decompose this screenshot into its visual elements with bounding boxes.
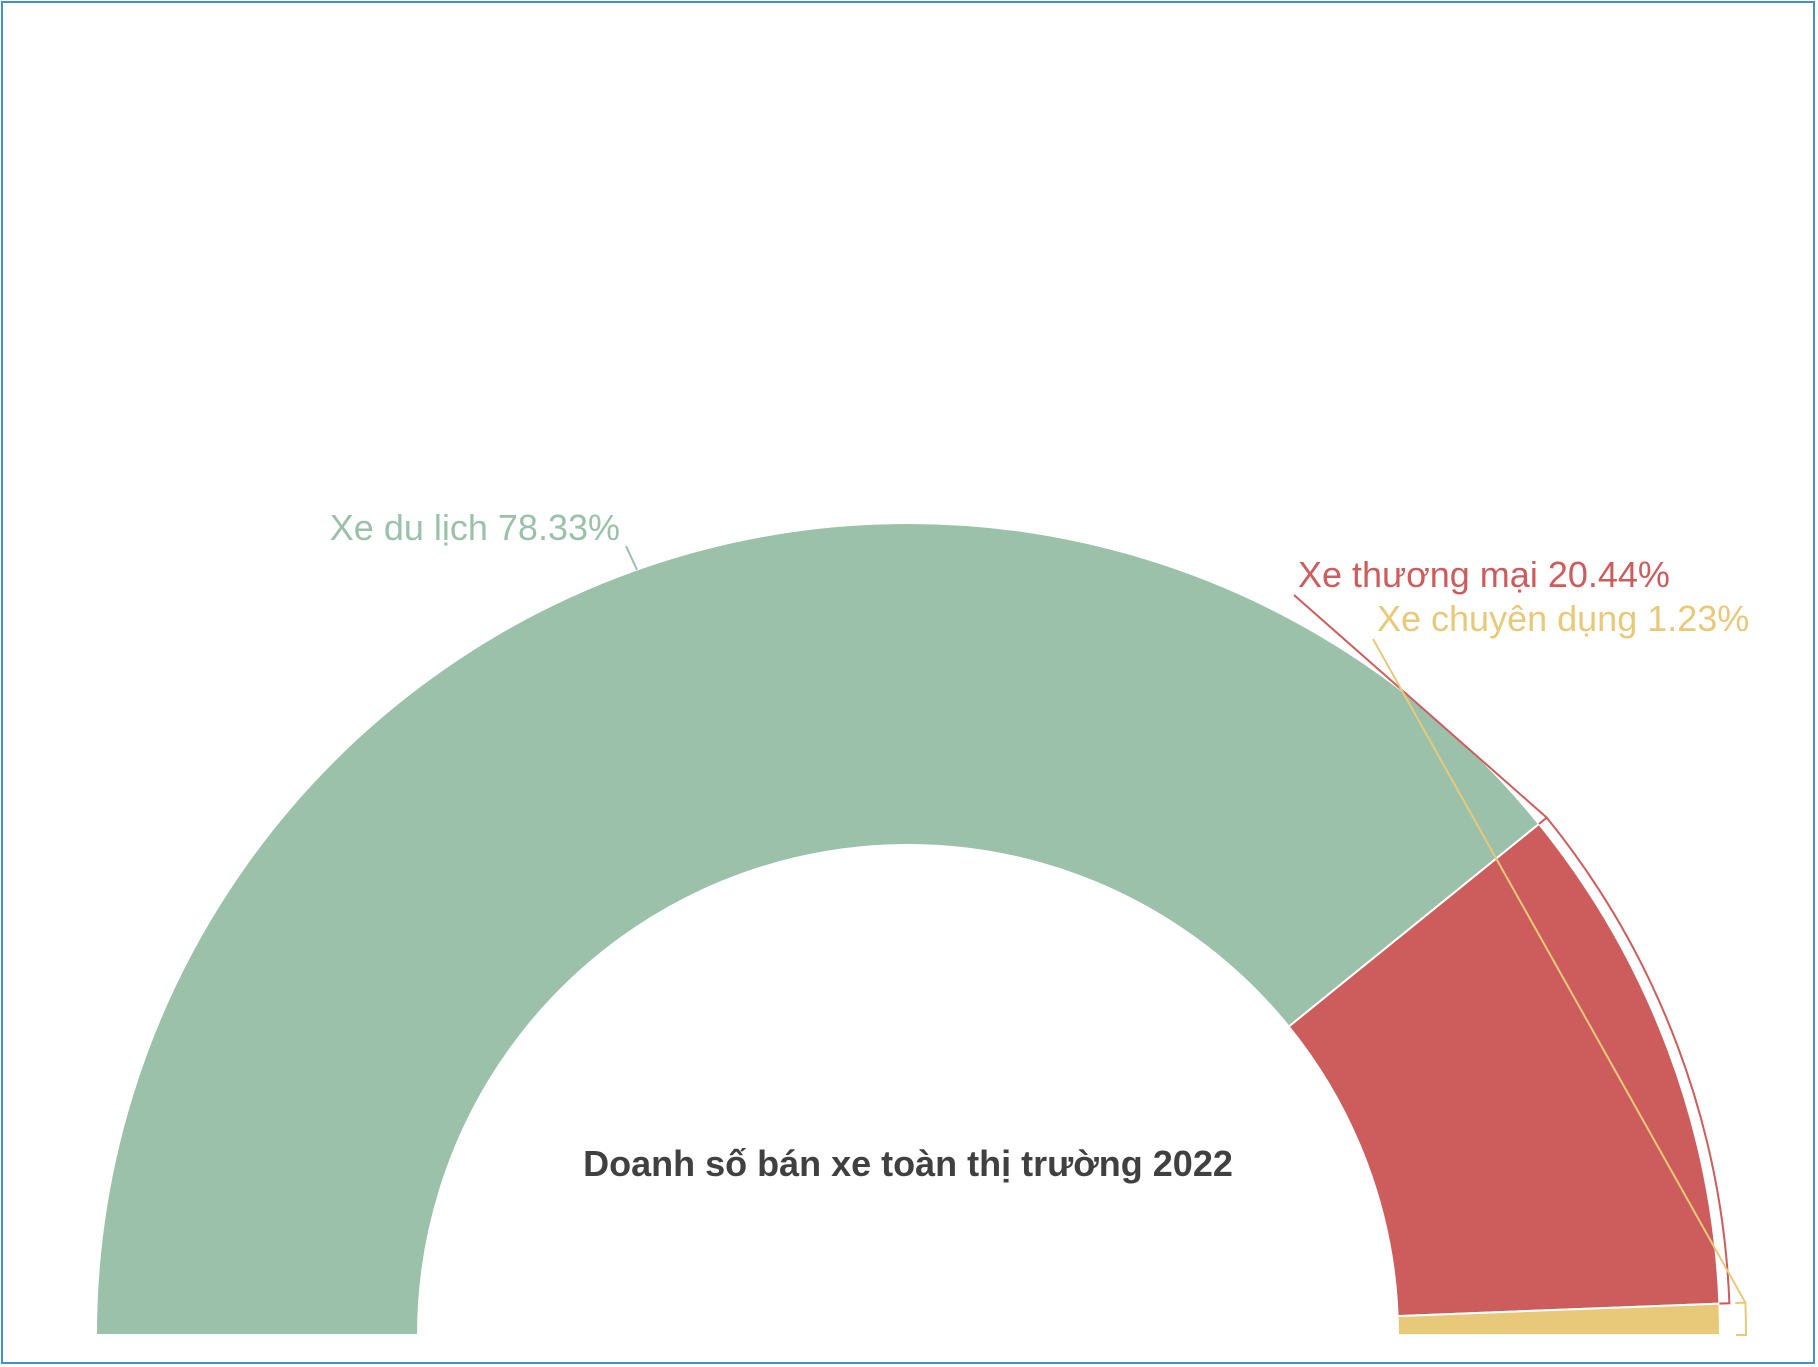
slice-1 xyxy=(94,522,1541,1336)
connector-3 xyxy=(1372,638,1747,1304)
chart-title: Doanh số bán xe toàn thị trường 2022 xyxy=(583,1143,1233,1184)
slice-label-3: Xe chuyên dụng 1.23% xyxy=(1377,598,1749,639)
connector-bracket-3 xyxy=(1735,1301,1748,1336)
connectors-group xyxy=(625,545,1748,1336)
connector-2 xyxy=(1293,594,1548,819)
slice-label-1: Xe du lịch 78.33% xyxy=(330,507,620,548)
connector-bracket-2 xyxy=(1538,816,1731,1305)
slice-label-2: Xe thương mại 20.44% xyxy=(1298,554,1670,595)
labels-group: Xe du lịch 78.33% Xe thương mại 20.44%Xe … xyxy=(330,507,1750,639)
slices-group xyxy=(94,522,1722,1336)
connector-1 xyxy=(625,545,638,571)
slice-3 xyxy=(1396,1302,1722,1336)
